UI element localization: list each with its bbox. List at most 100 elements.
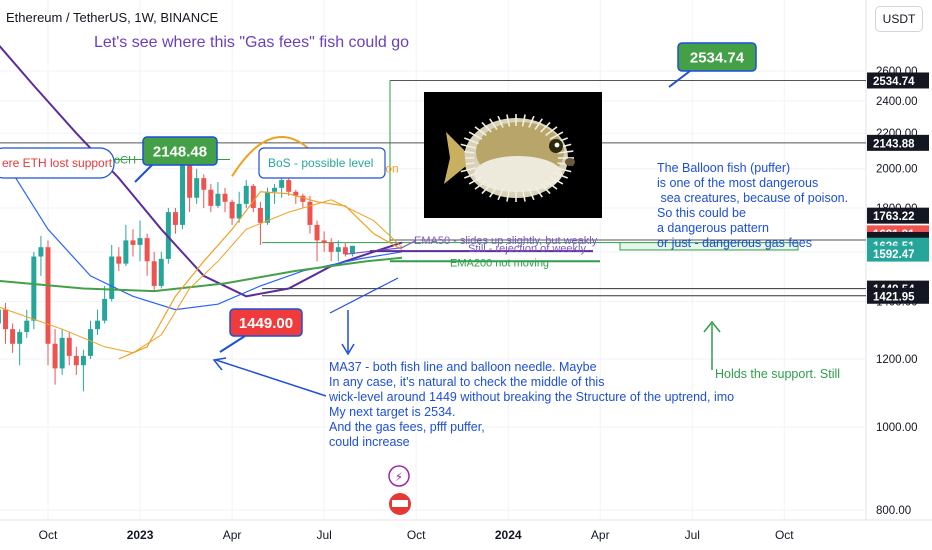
candle-body xyxy=(109,256,115,299)
candle-body xyxy=(59,337,65,369)
ma37-note: MA37 - both fish line and balloon needle… xyxy=(329,360,735,449)
candle-body xyxy=(349,245,355,255)
price-tags: 2534.742143.881763.221681.311651.681638.… xyxy=(867,72,929,304)
spine xyxy=(481,183,492,195)
candle-body xyxy=(17,332,23,344)
candle xyxy=(116,247,122,271)
candle-body xyxy=(286,180,292,192)
candle-body xyxy=(73,355,79,366)
candle xyxy=(95,309,101,335)
price-tag-label: 1421.95 xyxy=(873,291,915,303)
spine xyxy=(521,114,526,127)
candle xyxy=(215,181,221,208)
candle-body xyxy=(95,320,101,330)
candle-body xyxy=(201,178,207,190)
callout-low-box xyxy=(229,308,303,337)
candle-body xyxy=(102,298,108,321)
candle xyxy=(328,238,334,262)
candle xyxy=(307,195,313,234)
callout-target-box xyxy=(677,42,757,72)
currency-selector[interactable]: USDT xyxy=(875,6,923,32)
candle xyxy=(102,285,108,324)
spine xyxy=(489,118,498,130)
candle xyxy=(59,329,65,375)
spine xyxy=(557,150,574,154)
candle-body xyxy=(187,150,193,198)
ema50-line xyxy=(345,239,417,255)
time-tick-label: 2023 xyxy=(127,528,154,542)
candle xyxy=(151,251,157,292)
price-tick-label: 1000.00 xyxy=(876,422,918,434)
time-tick-label: Apr xyxy=(591,528,610,542)
spine xyxy=(460,167,477,173)
callout-target-label: 2534.74 xyxy=(690,50,745,67)
time-tick-label: Oct xyxy=(775,528,794,542)
candle xyxy=(144,233,150,276)
candle xyxy=(335,240,341,262)
candle-body xyxy=(137,238,143,245)
support-zone xyxy=(619,242,799,251)
price-tick-label: 2400.00 xyxy=(876,96,918,108)
callout-high-box xyxy=(142,136,218,166)
spine xyxy=(506,114,511,127)
candle-body xyxy=(243,185,249,204)
candle-body xyxy=(144,238,150,262)
time-tick-label: Oct xyxy=(39,528,58,542)
candle xyxy=(137,220,143,262)
candle-body xyxy=(307,201,313,225)
candle xyxy=(130,229,136,257)
candle xyxy=(279,176,285,198)
price-tag xyxy=(867,72,929,89)
callout-low-label: 1449.00 xyxy=(239,315,293,332)
support-arrow xyxy=(703,320,721,370)
candle-body xyxy=(0,309,1,324)
price-tick-label: 1200.00 xyxy=(876,354,918,366)
us-flag-stripe xyxy=(392,500,408,507)
candle xyxy=(243,180,249,208)
candle-body xyxy=(31,256,37,321)
candle-body xyxy=(208,189,214,206)
lightning-icon[interactable] xyxy=(388,465,410,487)
candle xyxy=(314,220,320,262)
candle xyxy=(201,174,207,208)
callout-high-pointer xyxy=(134,164,153,183)
spine xyxy=(555,167,572,173)
candle-body xyxy=(24,320,30,333)
candle-body xyxy=(321,240,327,243)
price-tag-label: 2143.88 xyxy=(873,138,915,150)
spine xyxy=(540,121,551,133)
price-tag-label: 1763.22 xyxy=(873,211,915,223)
ma-blue-line xyxy=(0,151,403,311)
candle-body xyxy=(257,207,263,223)
candle-body xyxy=(293,191,299,196)
bos-bubble xyxy=(258,147,386,179)
spine xyxy=(506,189,511,202)
candle xyxy=(342,242,348,257)
candle xyxy=(87,320,93,359)
candle-body xyxy=(229,201,235,219)
candle xyxy=(264,187,270,225)
candle xyxy=(31,251,37,330)
candle-body xyxy=(10,329,16,344)
callout-target-pointer xyxy=(668,70,691,88)
candle xyxy=(109,244,115,302)
holds-support-label: Holds the support. Still xyxy=(715,367,840,381)
candle-body xyxy=(123,240,129,264)
candle-body xyxy=(52,343,58,369)
candle xyxy=(293,189,299,204)
candle-body xyxy=(172,212,178,225)
candle-body xyxy=(194,178,200,198)
candle-body xyxy=(45,247,51,344)
spine xyxy=(497,115,504,128)
candle-body xyxy=(66,337,72,356)
candle xyxy=(24,309,30,338)
candle xyxy=(10,323,16,353)
candle-body xyxy=(272,187,278,192)
candle-body xyxy=(342,247,348,255)
time-tick-label: Jul xyxy=(685,528,700,542)
spine xyxy=(474,179,487,190)
time-axis[interactable]: Oct 2023 Apr Jul Oct 2024 Apr Jul Oct xyxy=(39,528,795,542)
candle xyxy=(0,309,1,324)
